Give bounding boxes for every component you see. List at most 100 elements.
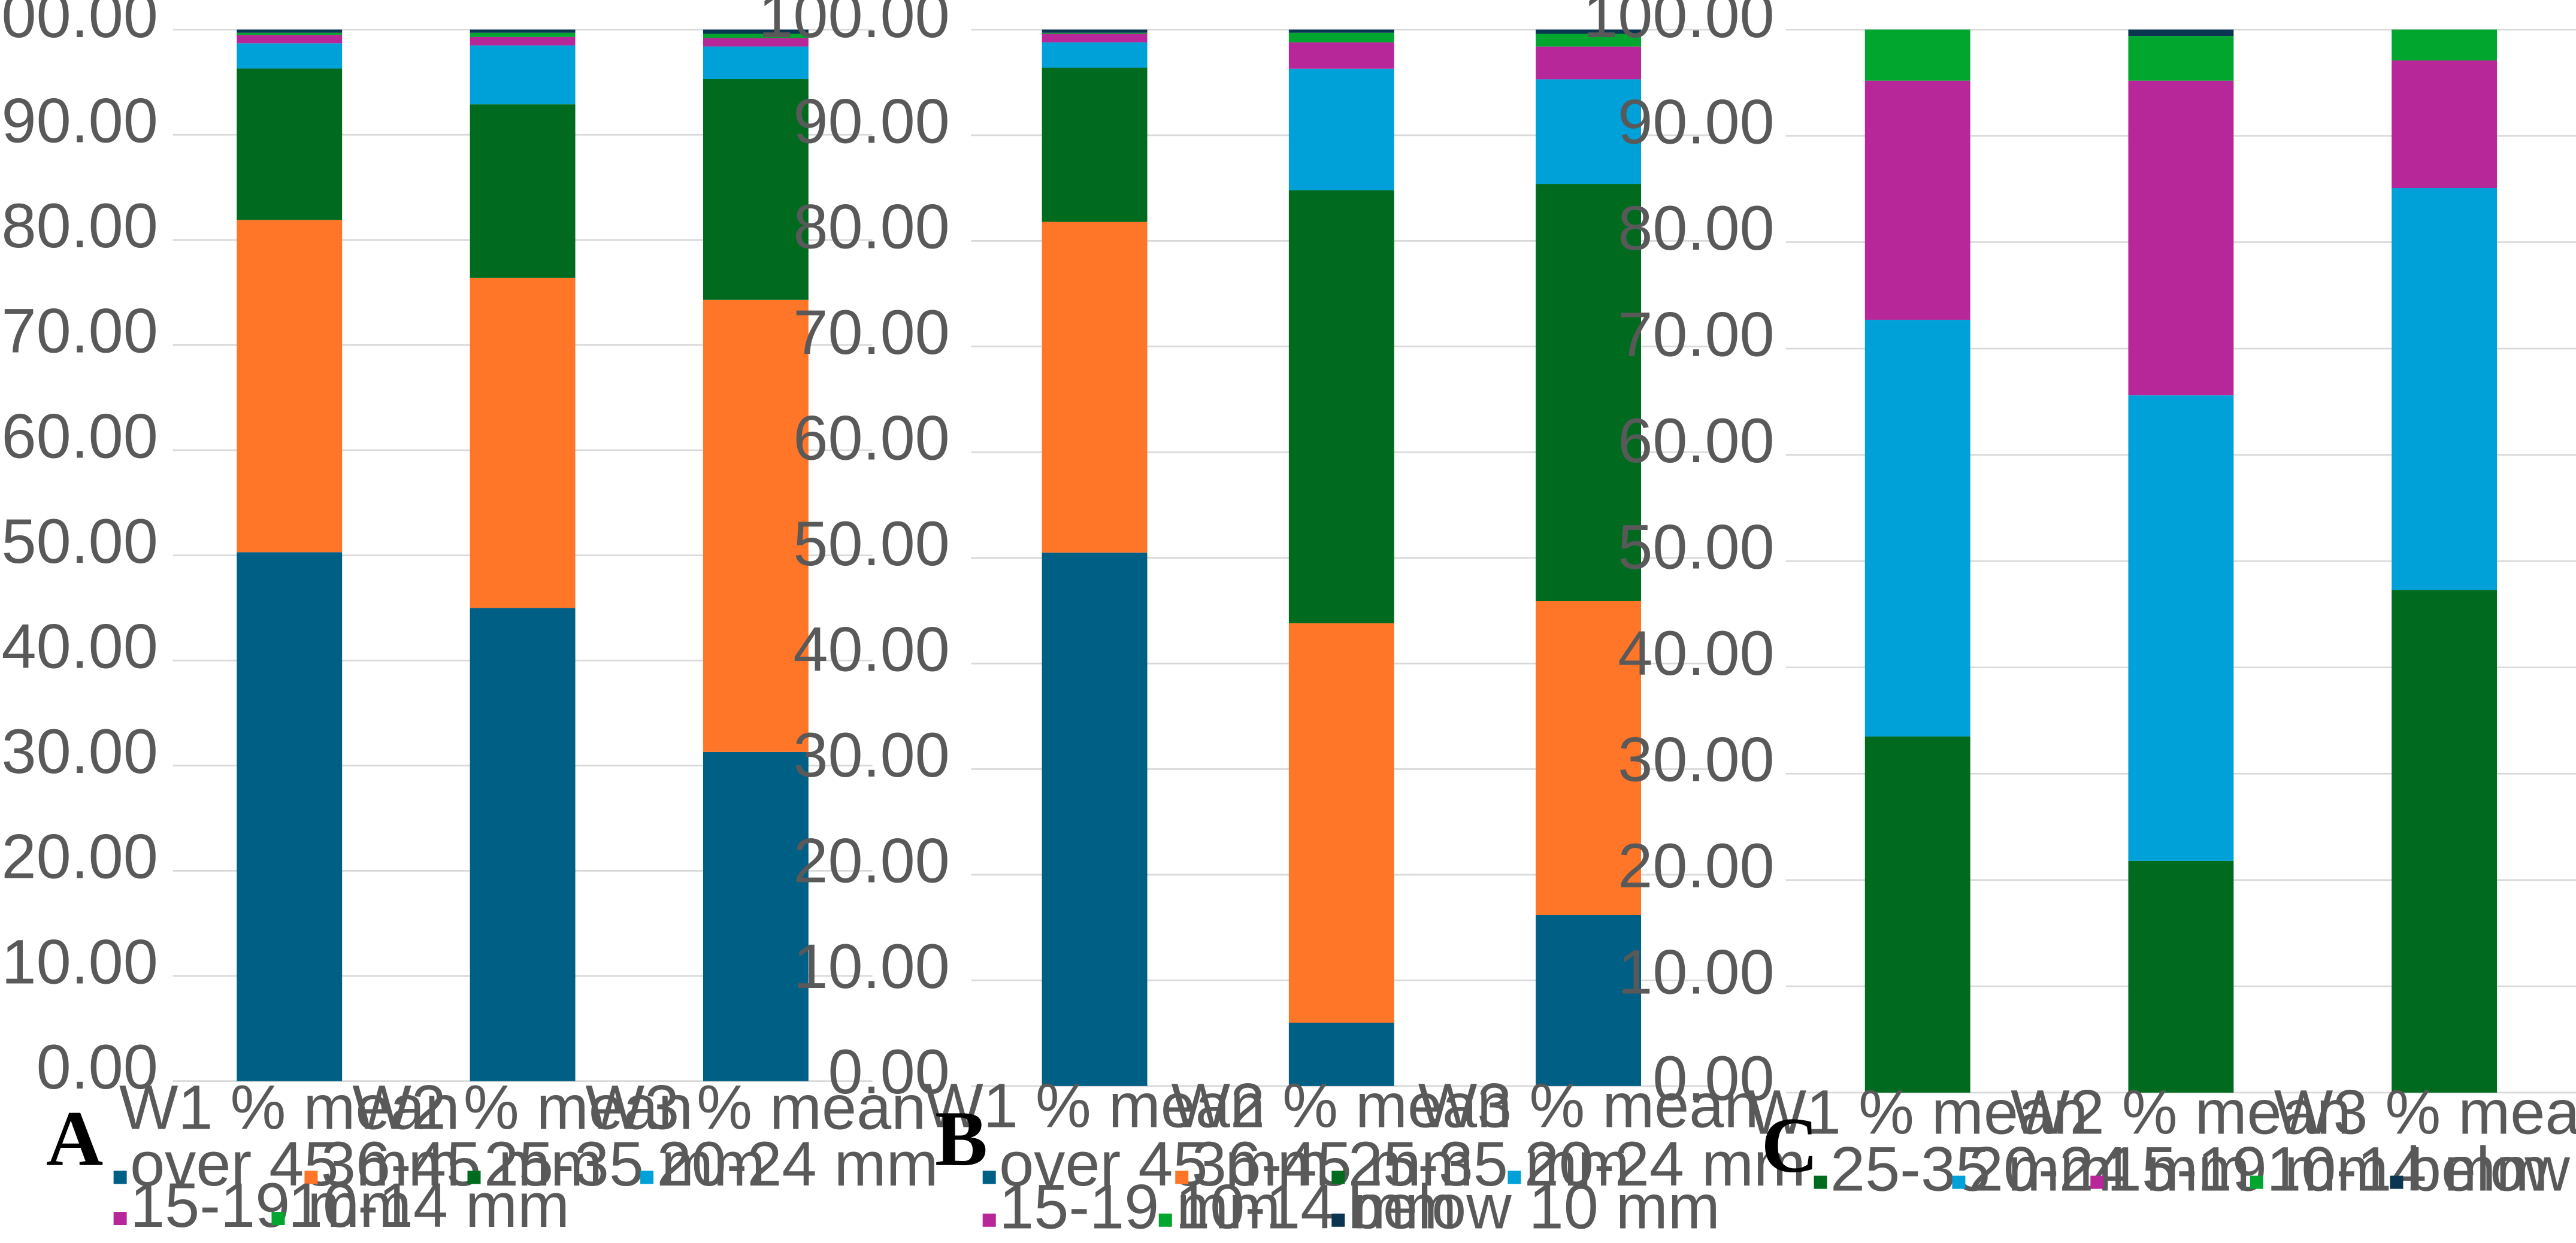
legend-label-20-24-mm: 20-24 mm: [1524, 1129, 1806, 1199]
x-category-label: W1 % mean: [1747, 1078, 2088, 1148]
legend-label-15-19-mm: 15-19 mm: [2107, 1134, 2389, 1204]
bar-segment-20-24-mm: [703, 46, 809, 80]
legend-swatch-10-14-mm: [1158, 1213, 1172, 1227]
y-tick-label: 50.00: [793, 509, 949, 579]
bar-segment-over-45-mm: [1042, 552, 1148, 1086]
bar-segment-20-24-mm: [2128, 395, 2234, 861]
bar-segment-25-35-mm: [703, 79, 809, 300]
y-tick-label: 90.00: [1618, 87, 1774, 157]
legend-swatch-25-35-mm: [1814, 1175, 1827, 1189]
bar-segment-36-45-mm: [1536, 601, 1641, 915]
y-tick-label: 40.00: [1618, 619, 1774, 689]
bar-segment-10-14-mm: [470, 32, 576, 37]
legend-label-15-19-mm: 15-19 mm: [130, 1171, 411, 1241]
bar-segment-20-24-mm: [237, 43, 343, 69]
bar-segment-over-45-mm: [470, 608, 576, 1081]
x-category-label: W1 % mean: [119, 1072, 460, 1142]
bar-segment-15-19-mm: [1536, 46, 1641, 80]
bar-segment-25-35-mm: [1042, 67, 1148, 222]
bar-segment-15-19-mm: [470, 37, 576, 46]
bar-segment-36-45-mm: [703, 299, 809, 752]
y-tick-label: 90.00: [793, 86, 949, 156]
legend-label-over-45-mm: over 45 mm: [999, 1129, 1329, 1199]
legend-swatch-36-45-mm: [304, 1171, 318, 1184]
bar-segment-36-45-mm: [1042, 222, 1148, 553]
bar-segment-10-14-mm: [2392, 29, 2498, 60]
panel-c: 0.00 10.00 20.00 30.00 40.00 50.00 60.00 70.00 8…: [1583, 0, 2576, 1204]
y-tick-label: 40.00: [793, 614, 949, 684]
bar-segment-25-35-mm: [2392, 590, 2498, 1093]
bar-segment-below-10-mm: [703, 29, 809, 34]
y-tick-label: 70.00: [1618, 299, 1774, 369]
bar-segment-10-14-mm: [1042, 32, 1148, 34]
y-tick-label: 60.00: [793, 404, 949, 474]
bar-segment-20-24-mm: [1042, 42, 1148, 68]
legend-swatch-20-24-mm: [1508, 1171, 1521, 1184]
y-tick-label: 10.00: [1618, 938, 1774, 1008]
legend-swatch-10-14-mm: [271, 1212, 285, 1226]
legend-swatch-over-45-mm: [113, 1171, 127, 1184]
bar-segment-25-35-mm: [1864, 736, 1970, 1093]
bar-segment-10-14-mm: [1864, 29, 1970, 81]
bar-segment-20-24-mm: [1536, 79, 1641, 184]
bar-segment-25-35-mm: [2128, 860, 2234, 1093]
legend-label-25-35-mm: 25-35 mm: [1348, 1129, 1630, 1199]
x-category-label: W2 % mean: [352, 1072, 693, 1142]
legend-label-below-10-mm: below 10 mm: [2407, 1134, 2576, 1204]
bar-segment-below-10-mm: [2128, 29, 2234, 37]
bar-segment-15-19-mm: [1288, 42, 1394, 69]
y-tick-label: 20.00: [1618, 831, 1774, 901]
x-category-label: W1 % mean: [924, 1071, 1265, 1141]
bar-segment-15-19-mm: [2128, 80, 2234, 396]
bar-segment-10-14-mm: [703, 34, 809, 38]
legend-swatch-below-10-mm: [1331, 1213, 1345, 1227]
bar-segment-25-35-mm: [1288, 190, 1394, 624]
y-tick-label: 10.00: [2, 927, 158, 997]
bar-segment-10-14-mm: [2128, 36, 2234, 81]
legend-label-10-14-mm: 10-14 mm: [288, 1171, 570, 1241]
bar-segment-25-35-mm: [470, 104, 576, 278]
legend-label-20-24-mm: 20-24 mm: [1969, 1134, 2250, 1204]
panel-content: 0.00 10.00 20.00 30.00 40.00 50.00 60.00 70.00 8…: [0, 0, 939, 1241]
y-tick-label: 60.00: [1618, 406, 1774, 476]
legend-label-over-45-mm: over 45 mm: [130, 1129, 460, 1199]
bar-segment-below-10-mm: [1288, 29, 1394, 33]
legend-swatch-25-35-mm: [467, 1171, 481, 1184]
y-tick-label: 0.00: [37, 1032, 158, 1102]
panel-letter: C: [1761, 1101, 1818, 1189]
bar-segment-36-45-mm: [237, 220, 343, 553]
legend-swatch-20-24-mm: [640, 1171, 654, 1184]
bar-segment-below-10-mm: [1042, 29, 1148, 33]
y-tick-label: 0.00: [828, 1037, 949, 1107]
bar-segment-15-19-mm: [237, 35, 343, 44]
legend-label-below-10-mm: below 10 mm: [1348, 1172, 1720, 1242]
y-tick-label: 10.00: [793, 932, 949, 1002]
bar-segment-20-24-mm: [1288, 68, 1394, 190]
bar-segment-15-19-mm: [2392, 60, 2498, 188]
legend-label-20-24-mm: 20-24 mm: [657, 1129, 939, 1199]
legend-label-15-19-mm: 15-19 mm: [999, 1172, 1281, 1242]
bar-segment-below-10-mm: [470, 29, 576, 33]
bar-segment-20-24-mm: [2392, 187, 2498, 590]
panel-b: 0.00 10.00 20.00 30.00 40.00 50.00 60.00 70.00 8…: [758, 0, 1806, 1242]
bar-segment-25-35-mm: [237, 68, 343, 220]
y-tick-label: 50.00: [2, 507, 158, 577]
y-tick-label: 70.00: [2, 296, 158, 366]
y-tick-label: 80.00: [2, 191, 158, 261]
legend-swatch-15-19-mm: [113, 1212, 127, 1226]
bar-segment-over-45-mm: [1288, 1022, 1394, 1086]
y-tick-label: 100.00: [0, 0, 158, 51]
bar-segment-36-45-mm: [1288, 623, 1394, 1023]
y-tick-label: 30.00: [1618, 725, 1774, 795]
bar-segment-10-14-mm: [1288, 32, 1394, 43]
bar-segment-20-24-mm: [1864, 320, 1970, 737]
y-tick-label: 60.00: [2, 401, 158, 471]
bar-segment-over-45-mm: [237, 552, 343, 1081]
y-tick-label: 20.00: [2, 822, 158, 892]
bar-segment-over-45-mm: [703, 751, 809, 1081]
bar-segment-over-45-mm: [1536, 915, 1641, 1086]
panel-letter: A: [46, 1095, 103, 1183]
x-category-label: W3 % mean: [1418, 1071, 1759, 1141]
y-tick-label: 70.00: [793, 298, 949, 368]
